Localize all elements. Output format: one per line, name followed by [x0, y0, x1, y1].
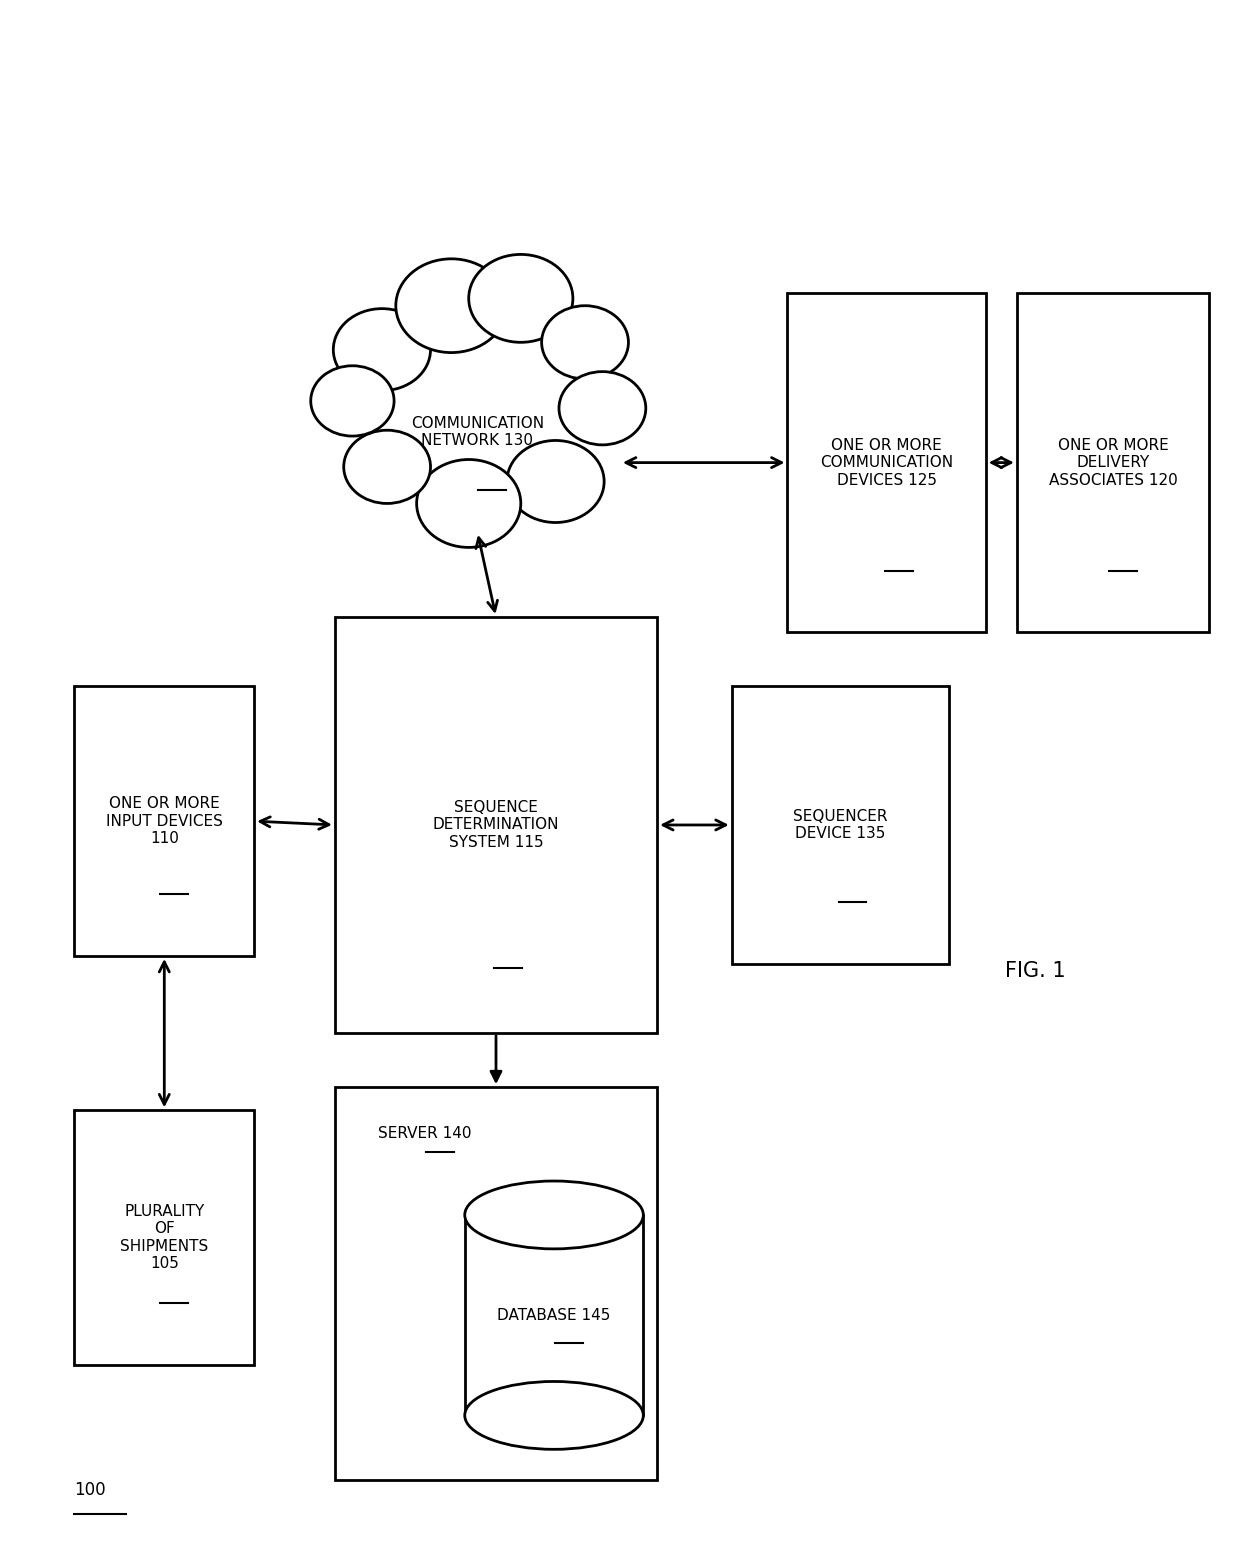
Ellipse shape: [465, 1181, 644, 1249]
Text: ONE OR MORE
COMMUNICATION
DEVICES 125: ONE OR MORE COMMUNICATION DEVICES 125: [820, 438, 954, 487]
Ellipse shape: [311, 365, 394, 436]
Ellipse shape: [417, 460, 521, 547]
Text: ONE OR MORE
INPUT DEVICES
110: ONE OR MORE INPUT DEVICES 110: [105, 796, 223, 847]
Ellipse shape: [334, 308, 430, 390]
Ellipse shape: [343, 430, 430, 503]
Polygon shape: [304, 254, 651, 547]
Text: SERVER 140: SERVER 140: [378, 1126, 472, 1141]
Text: DATABASE 145: DATABASE 145: [497, 1308, 611, 1323]
Text: ONE OR MORE
DELIVERY
ASSOCIATES 120: ONE OR MORE DELIVERY ASSOCIATES 120: [1049, 438, 1177, 487]
Ellipse shape: [396, 259, 507, 353]
Text: PLURALITY
OF
SHIPMENTS
105: PLURALITY OF SHIPMENTS 105: [120, 1204, 208, 1271]
Text: SEQUENCER
DEVICE 135: SEQUENCER DEVICE 135: [792, 808, 888, 842]
Text: SEQUENCE
DETERMINATION
SYSTEM 115: SEQUENCE DETERMINATION SYSTEM 115: [433, 800, 559, 850]
Text: 100: 100: [74, 1480, 107, 1499]
FancyBboxPatch shape: [732, 686, 949, 964]
Ellipse shape: [469, 254, 573, 342]
FancyBboxPatch shape: [465, 1215, 644, 1416]
FancyBboxPatch shape: [1017, 293, 1209, 632]
Ellipse shape: [507, 441, 604, 523]
FancyBboxPatch shape: [335, 617, 657, 1033]
Text: COMMUNICATION
NETWORK 130: COMMUNICATION NETWORK 130: [410, 415, 544, 449]
FancyBboxPatch shape: [787, 293, 986, 632]
Ellipse shape: [542, 305, 629, 379]
Ellipse shape: [559, 372, 646, 444]
FancyBboxPatch shape: [74, 686, 254, 956]
Ellipse shape: [465, 1382, 644, 1449]
FancyBboxPatch shape: [335, 1087, 657, 1480]
Text: FIG. 1: FIG. 1: [1006, 962, 1065, 981]
FancyBboxPatch shape: [74, 1110, 254, 1365]
